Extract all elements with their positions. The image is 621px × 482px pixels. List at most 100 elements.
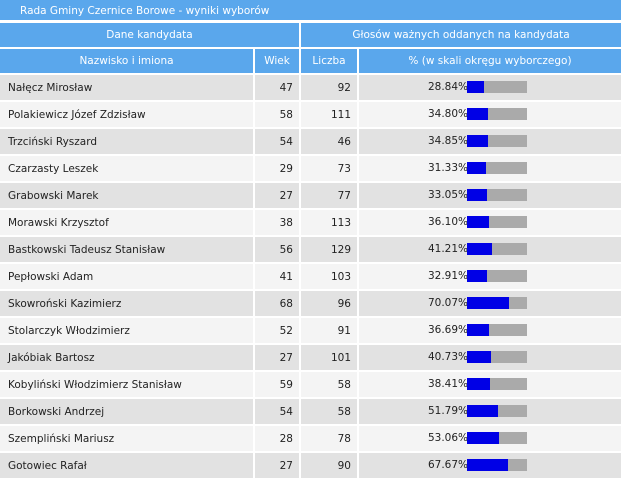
percent-bar-fill <box>467 81 485 93</box>
percent-bar-fill <box>467 297 510 309</box>
candidate-name: Czarzasty Leszek <box>0 156 253 181</box>
percent-bar-fill <box>467 216 489 228</box>
vote-percent-cell: 53.06% <box>359 426 621 451</box>
candidate-name: Jakóbiak Bartosz <box>0 345 253 370</box>
candidate-name: Gotowiec Rafał <box>0 453 253 478</box>
percent-bar <box>467 81 527 93</box>
header-candidate-data: Dane kandydata <box>0 23 299 47</box>
candidate-age: 41 <box>255 264 299 289</box>
vote-percent: 36.69% <box>427 324 468 336</box>
table-row: Pepłowski Adam 41 103 32.91% <box>0 264 621 289</box>
percent-bar <box>467 405 527 417</box>
header-percent: % (w skali okręgu wyborczego) <box>359 49 621 73</box>
percent-bar <box>467 351 527 363</box>
vote-count: 58 <box>301 399 357 424</box>
candidate-name: Morawski Krzysztof <box>0 210 253 235</box>
vote-count: 78 <box>301 426 357 451</box>
candidate-name: Szempliński Mariusz <box>0 426 253 451</box>
candidate-age: 47 <box>255 75 299 100</box>
percent-bar-fill <box>467 324 489 336</box>
table-row: Nałęcz Mirosław 47 92 28.84% <box>0 75 621 100</box>
candidate-age: 54 <box>255 129 299 154</box>
candidate-name: Polakiewicz Józef Zdzisław <box>0 102 253 127</box>
vote-percent: 32.91% <box>427 270 468 282</box>
vote-percent-cell: 32.91% <box>359 264 621 289</box>
vote-count: 103 <box>301 264 357 289</box>
percent-bar <box>467 189 527 201</box>
header-count: Liczba <box>301 49 357 73</box>
candidate-age: 59 <box>255 372 299 397</box>
table-row: Kobyliński Włodzimierz Stanisław 59 58 38.4… <box>0 372 621 397</box>
vote-percent: 53.06% <box>427 432 468 444</box>
table-row: Skowroński Kazimierz 68 96 70.07% <box>0 291 621 316</box>
candidate-age: 29 <box>255 156 299 181</box>
percent-bar-fill <box>467 270 487 282</box>
candidate-age: 27 <box>255 183 299 208</box>
vote-percent-cell: 31.33% <box>359 156 621 181</box>
candidate-name: Kobyliński Włodzimierz Stanisław <box>0 372 253 397</box>
percent-bar-fill <box>467 405 499 417</box>
percent-bar <box>467 324 527 336</box>
percent-bar <box>467 432 527 444</box>
table-row: Grabowski Marek 27 77 33.05% <box>0 183 621 208</box>
vote-percent: 28.84% <box>427 81 468 93</box>
percent-bar <box>467 216 527 228</box>
percent-bar-fill <box>467 189 487 201</box>
vote-percent: 38.41% <box>427 378 468 390</box>
percent-bar <box>467 135 527 147</box>
vote-percent-cell: 40.73% <box>359 345 621 370</box>
header-name: Nazwisko i imiona <box>0 49 253 73</box>
percent-bar-fill <box>467 135 488 147</box>
vote-count: 77 <box>301 183 357 208</box>
table-row: Jakóbiak Bartosz 27 101 40.73% <box>0 345 621 370</box>
percent-bar-fill <box>467 108 488 120</box>
candidate-age: 28 <box>255 426 299 451</box>
candidate-age: 27 <box>255 345 299 370</box>
candidate-name: Nałęcz Mirosław <box>0 75 253 100</box>
vote-percent-cell: 67.67% <box>359 453 621 478</box>
table-row: Szempliński Mariusz 28 78 53.06% <box>0 426 621 451</box>
table-row: Gotowiec Rafał 27 90 67.67% <box>0 453 621 478</box>
candidate-age: 58 <box>255 102 299 127</box>
candidate-name: Stolarczyk Włodzimierz <box>0 318 253 343</box>
candidate-name: Skowroński Kazimierz <box>0 291 253 316</box>
candidate-name: Grabowski Marek <box>0 183 253 208</box>
page-title: Rada Gminy Czernice Borowe - wyniki wybo… <box>0 0 621 22</box>
vote-count: 113 <box>301 210 357 235</box>
candidate-name: Trzciński Ryszard <box>0 129 253 154</box>
vote-percent-cell: 33.05% <box>359 183 621 208</box>
candidate-name: Bastkowski Tadeusz Stanisław <box>0 237 253 262</box>
vote-percent-cell: 36.10% <box>359 210 621 235</box>
table-row: Czarzasty Leszek 29 73 31.33% <box>0 156 621 181</box>
table-row: Polakiewicz Józef Zdzisław 58 111 34.80% <box>0 102 621 127</box>
vote-percent: 40.73% <box>427 351 468 363</box>
percent-bar-fill <box>467 243 492 255</box>
vote-percent: 34.85% <box>427 135 468 147</box>
candidate-age: 68 <box>255 291 299 316</box>
vote-percent-cell: 41.21% <box>359 237 621 262</box>
percent-bar <box>467 243 527 255</box>
percent-bar-fill <box>467 378 491 390</box>
vote-count: 96 <box>301 291 357 316</box>
vote-percent-cell: 34.85% <box>359 129 621 154</box>
table-row: Stolarczyk Włodzimierz 52 91 36.69% <box>0 318 621 343</box>
vote-count: 111 <box>301 102 357 127</box>
percent-bar-fill <box>467 351 492 363</box>
vote-percent: 34.80% <box>427 108 468 120</box>
table-row: Bastkowski Tadeusz Stanisław 56 129 41.21% <box>0 237 621 262</box>
percent-bar <box>467 108 527 120</box>
percent-bar <box>467 162 527 174</box>
candidate-age: 54 <box>255 399 299 424</box>
header-votes: Głosów ważnych oddanych na kandydata <box>301 23 621 47</box>
vote-percent-cell: 34.80% <box>359 102 621 127</box>
vote-count: 46 <box>301 129 357 154</box>
vote-count: 129 <box>301 237 357 262</box>
vote-count: 73 <box>301 156 357 181</box>
vote-count: 101 <box>301 345 357 370</box>
vote-percent-cell: 36.69% <box>359 318 621 343</box>
vote-percent: 33.05% <box>427 189 468 201</box>
percent-bar-fill <box>467 459 508 471</box>
header-group-row: Dane kandydata Głosów ważnych oddanych n… <box>0 23 621 47</box>
table-row: Borkowski Andrzej 54 58 51.79% <box>0 399 621 424</box>
vote-percent: 31.33% <box>427 162 468 174</box>
